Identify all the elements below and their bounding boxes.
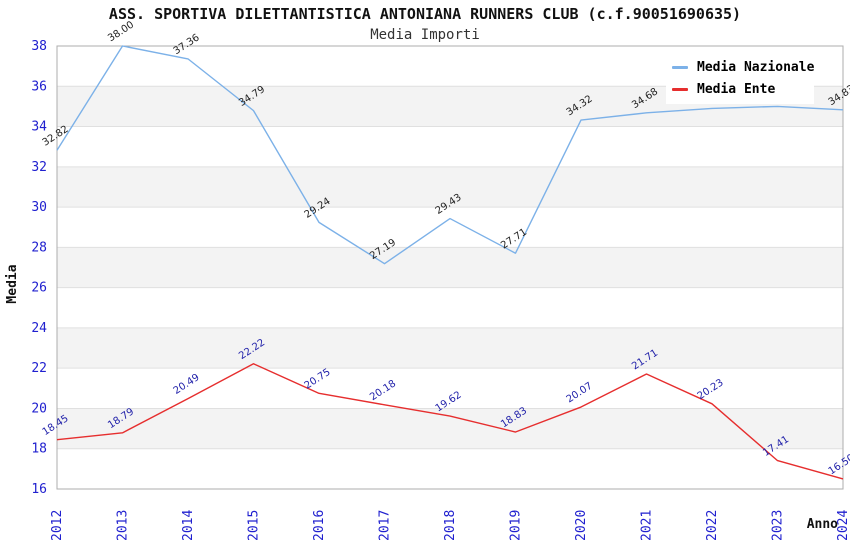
y-tick-label: 20 <box>31 401 47 416</box>
x-tick-label: 2019 <box>509 510 524 541</box>
y-tick-label: 34 <box>31 120 47 135</box>
series-line-media-nazionale <box>56 45 844 265</box>
x-axis-title: Anno <box>807 517 838 532</box>
x-tick-label: 2014 <box>181 510 196 541</box>
legend-item-media-ente: Media Ente <box>672 82 814 97</box>
legend-item-media-nazionale: Media Nazionale <box>672 60 814 75</box>
y-tick-label: 16 <box>31 482 47 497</box>
plot-border <box>56 45 844 490</box>
red-line-swatch-icon <box>672 87 688 91</box>
y-tick-label: 36 <box>31 79 47 94</box>
y-tick-label: 22 <box>31 361 47 376</box>
y-tick-label: 38 <box>31 39 47 54</box>
plot-band <box>57 408 843 449</box>
chart-subtitle: Media Importi <box>370 27 480 43</box>
x-tick-label: 2013 <box>116 510 131 541</box>
plot-band <box>57 166 843 208</box>
plot-band <box>57 126 843 167</box>
x-tick-label: 2012 <box>50 510 65 541</box>
chart-title: ASS. SPORTIVA DILETTANTISTICA ANTONIANA … <box>108 5 742 23</box>
legend-label: Media Nazionale <box>697 59 815 75</box>
data-label: 38.00 <box>106 19 136 44</box>
x-tick-label: 2017 <box>378 510 393 541</box>
y-tick-label: 18 <box>31 442 47 457</box>
legend-label: Media Ente <box>697 81 776 97</box>
plot-band <box>57 287 843 328</box>
plot-band <box>57 327 843 369</box>
y-tick-label: 32 <box>31 160 47 175</box>
plot-band <box>57 207 843 248</box>
x-tick-label: 2018 <box>443 510 458 541</box>
y-tick-label: 26 <box>31 281 47 296</box>
y-tick-label: 24 <box>31 321 47 336</box>
x-tick-label: 2020 <box>574 510 589 541</box>
plot-band <box>57 247 843 288</box>
blue-line-swatch-icon <box>672 65 688 69</box>
y-tick-label: 28 <box>31 240 47 255</box>
plot-band <box>57 448 843 489</box>
y-axis-title: Media <box>5 264 20 303</box>
x-tick-label: 2024 <box>836 510 850 541</box>
x-tick-label: 2022 <box>705 510 720 541</box>
legend: Media Nazionale Media Ente <box>666 52 814 104</box>
y-tick-label: 30 <box>31 200 47 215</box>
series-line-media-ente <box>56 363 844 480</box>
x-tick-label: 2016 <box>312 510 327 541</box>
plot-band <box>57 368 843 409</box>
x-tick-label: 2015 <box>247 510 262 541</box>
x-tick-label: 2021 <box>640 510 655 541</box>
x-tick-label: 2023 <box>771 510 786 541</box>
